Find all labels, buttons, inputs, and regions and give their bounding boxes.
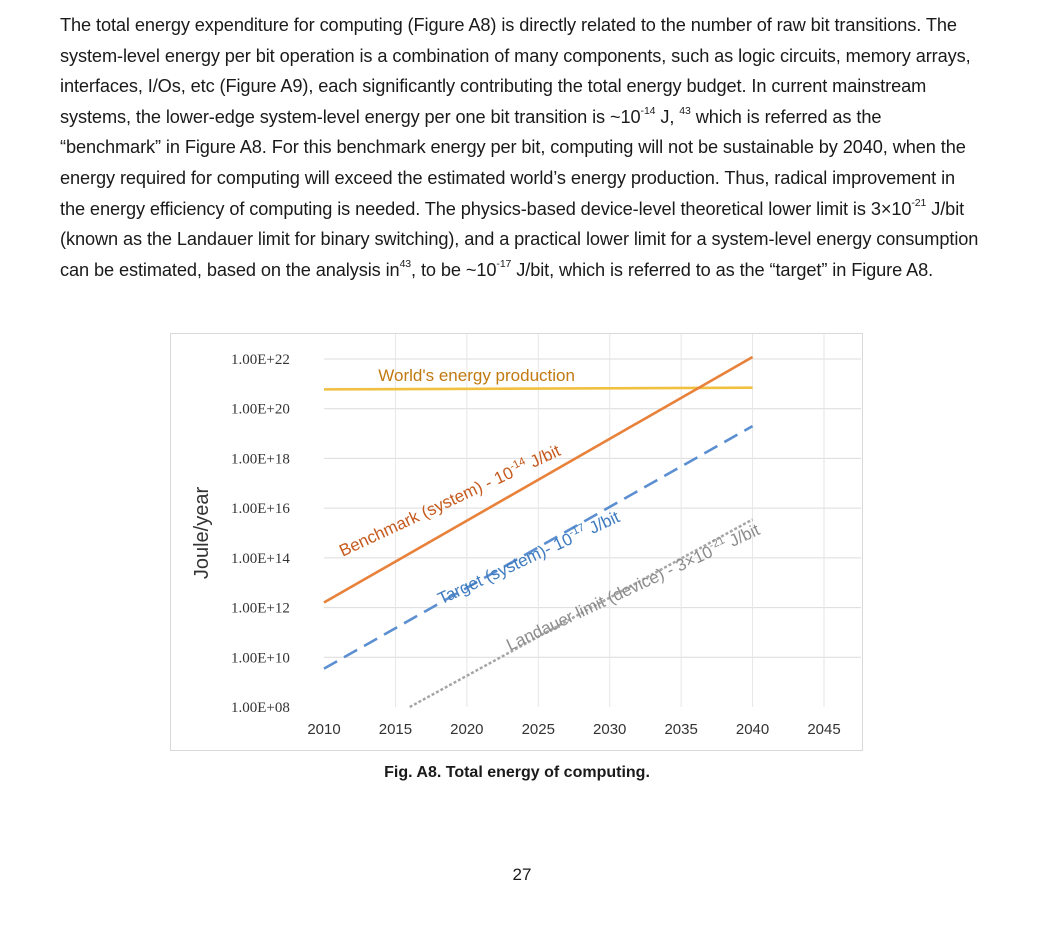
citation-superscript: 43 — [679, 104, 691, 117]
x-tick-label: 2030 — [593, 721, 626, 738]
superscript: -21 — [911, 196, 927, 209]
superscript: -14 — [640, 104, 656, 117]
paragraph-text: J/bit, which is referred to as the “targ… — [511, 259, 934, 280]
figure-caption: Fig. A8. Total energy of computing. — [384, 764, 650, 781]
y-tick-label: 1.00E+10 — [231, 650, 290, 666]
x-tick-label: 2020 — [450, 721, 483, 738]
body-paragraph: The total energy expenditure for computi… — [60, 10, 980, 285]
y-tick-label: 1.00E+16 — [231, 501, 290, 517]
x-tick-label: 2010 — [307, 721, 340, 738]
series-line — [323, 386, 753, 391]
paragraph-text: , to be ~10 — [411, 259, 497, 280]
y-tick-label: 1.00E+20 — [231, 402, 290, 418]
series-line — [409, 518, 754, 709]
energy-chart: 1.00E+08 1.00E+10 1.00E+12 1.00E+14 1.00E+16… — [191, 334, 861, 738]
y-tick-label: 1.00E+18 — [231, 451, 290, 467]
paragraph-text: The total energy expenditure for computi… — [60, 15, 971, 127]
y-tick-label: 1.00E+22 — [231, 352, 290, 368]
paragraph-text: J/bit (known as the Landauer limit for b… — [60, 198, 979, 280]
y-tick-label: 1.00E+08 — [231, 700, 290, 716]
superscript: -17 — [496, 257, 512, 270]
series-line — [323, 355, 754, 604]
y-axis-title: Joule/year — [191, 487, 213, 580]
series-label: World's energy production — [378, 366, 575, 385]
x-tick-label: 2025 — [522, 721, 555, 738]
x-tick-label: 2015 — [379, 721, 412, 738]
series-line — [323, 424, 754, 670]
paragraph-text: which is referred as the “benchmark” in … — [60, 106, 966, 219]
x-tick-label: 2035 — [664, 721, 697, 738]
y-tick-label: 1.00E+12 — [231, 601, 290, 617]
page-number: 27 — [512, 865, 532, 884]
chart-frame: 1.00E+08 1.00E+10 1.00E+12 1.00E+14 1.00E+16… — [170, 333, 863, 751]
paragraph-text: J, — [655, 106, 680, 127]
x-tick-label: 2040 — [736, 721, 769, 738]
citation-superscript: 43 — [399, 257, 412, 270]
x-tick-label: 2045 — [807, 721, 840, 738]
series-label: Landauer limit (device) - 3×10-21 J/bit — [503, 519, 763, 654]
y-tick-label: 1.00E+14 — [231, 551, 290, 567]
